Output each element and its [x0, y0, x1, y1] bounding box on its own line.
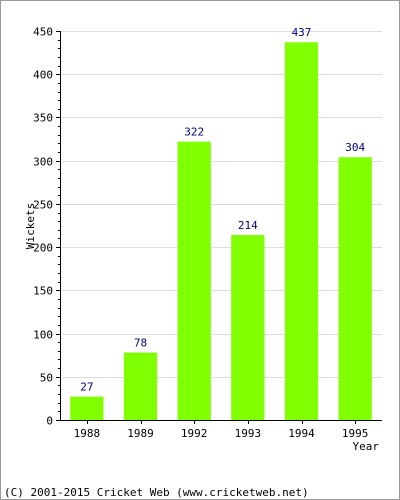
axes	[56, 31, 382, 424]
y-tick-label: 400	[33, 69, 53, 82]
data-label: 78	[134, 337, 147, 350]
y-axis-label: Wickets	[24, 203, 37, 249]
bars	[70, 42, 372, 420]
x-tick-label: 1995	[342, 427, 369, 440]
bar-1992	[177, 141, 211, 420]
x-tick-label: 1988	[74, 427, 101, 440]
x-tick-label: 1989	[127, 427, 154, 440]
y-tick-label: 250	[33, 199, 53, 212]
bar-1993	[231, 235, 265, 420]
data-label: 322	[184, 126, 204, 139]
grid-lines	[60, 31, 382, 378]
data-labels: 27 78 322 214 437 304	[80, 26, 365, 393]
x-tick-label: 1992	[181, 427, 208, 440]
data-label: 437	[292, 26, 312, 39]
bar-1988	[70, 396, 104, 420]
x-tick-label: 1994	[288, 427, 315, 440]
x-tick-labels: 1988 1989 1992 1993 1994 1995	[74, 427, 369, 440]
x-axis-label: Year	[353, 440, 380, 453]
y-tick-label: 200	[33, 242, 53, 255]
x-tick-label: 1993	[235, 427, 262, 440]
y-tick-label: 150	[33, 285, 53, 298]
y-tick-label: 50	[40, 372, 53, 385]
bar-1995	[338, 157, 372, 420]
y-tick-label: 100	[33, 329, 53, 342]
data-label: 27	[80, 381, 93, 394]
y-tick-label: 350	[33, 112, 53, 125]
copyright-footer: (C) 2001-2015 Cricket Web (www.cricketwe…	[4, 486, 309, 499]
y-tick-label: 0	[46, 415, 53, 428]
bar-1989	[123, 352, 158, 420]
data-label: 304	[345, 141, 365, 154]
bar-1994	[284, 42, 319, 420]
y-tick-labels: 0 50 100 150 200 250 300 350 400 450	[33, 26, 53, 428]
y-tick-label: 300	[33, 156, 53, 169]
data-label: 214	[238, 219, 258, 232]
y-tick-label: 450	[33, 26, 53, 39]
